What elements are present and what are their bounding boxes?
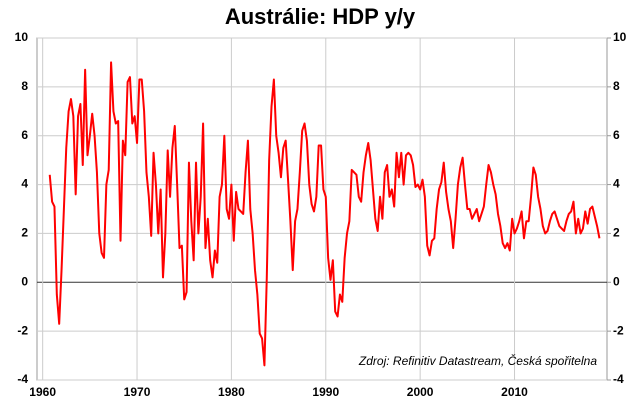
y-tick-label: 2 bbox=[21, 226, 28, 240]
line-series bbox=[48, 61, 601, 367]
x-tick-label: 1990 bbox=[312, 385, 339, 399]
x-tick-label: 1960 bbox=[29, 385, 56, 399]
annotation: Zdroj: Refinitiv Datastream, Česká spoři… bbox=[358, 353, 597, 368]
y2-tick-label: 6 bbox=[613, 128, 620, 142]
y-tick-label: 6 bbox=[21, 128, 28, 142]
y-tick-label: -2 bbox=[17, 323, 28, 337]
y2-tick-label: 2 bbox=[613, 226, 620, 240]
y2-tick-label: -4 bbox=[613, 372, 624, 386]
y-tick-label: 10 bbox=[15, 30, 29, 44]
y2-tick-label: 0 bbox=[613, 274, 620, 288]
y-tick-label: 8 bbox=[21, 79, 28, 93]
y-tick-label: 0 bbox=[21, 274, 28, 288]
plot-area bbox=[36, 37, 608, 381]
y-tick-label: -4 bbox=[17, 372, 28, 386]
x-tick-label: 2000 bbox=[407, 385, 434, 399]
x-tick-label: 2010 bbox=[501, 385, 528, 399]
y2-tick-label: 10 bbox=[613, 30, 627, 44]
y2-tick-label: 8 bbox=[613, 79, 620, 93]
x-tick-label: 1970 bbox=[124, 385, 151, 399]
y2-tick-label: 4 bbox=[613, 177, 620, 191]
y2-tick-label: -2 bbox=[613, 323, 624, 337]
chart-title: Austrálie: HDP y/y bbox=[225, 4, 416, 29]
y-tick-label: 4 bbox=[21, 177, 28, 191]
x-tick-label: 1980 bbox=[218, 385, 245, 399]
